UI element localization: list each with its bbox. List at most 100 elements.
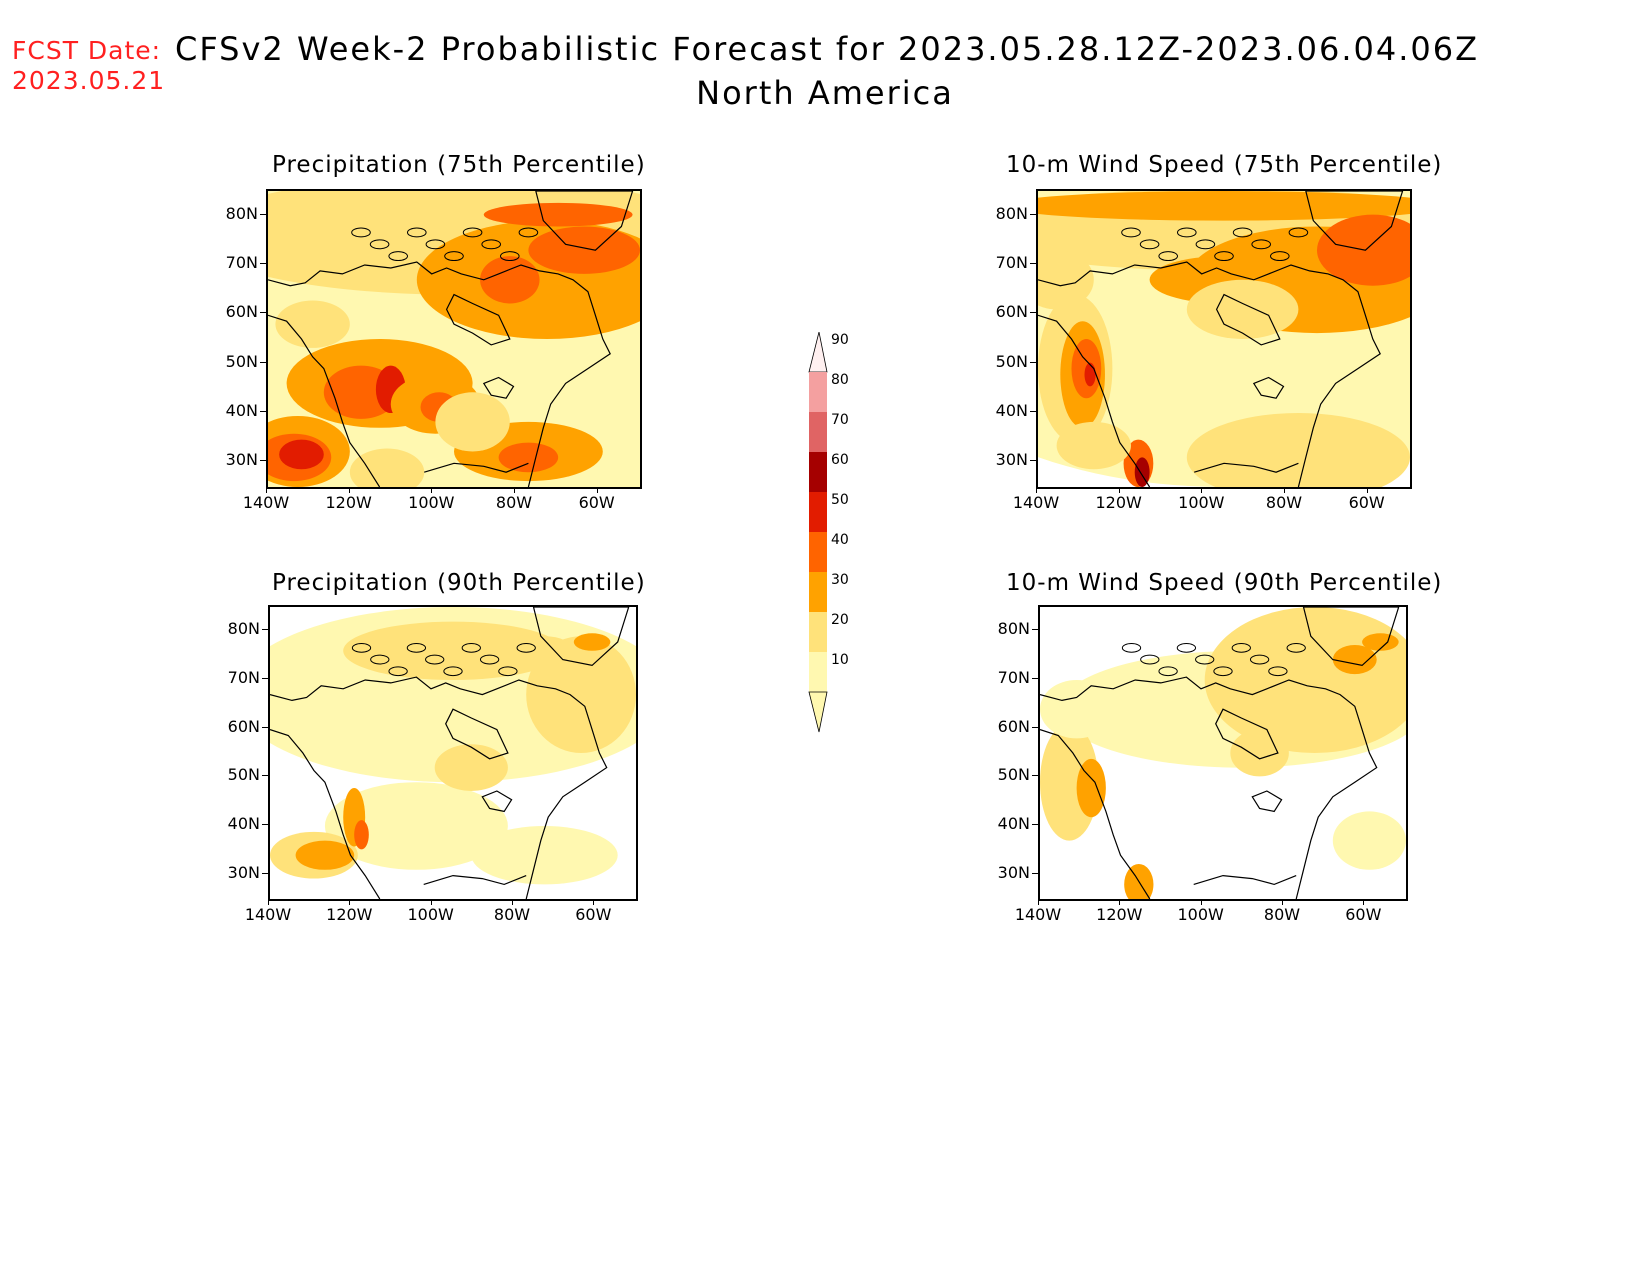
lon-tick [514,487,515,493]
lat-label: 50N [997,765,1030,785]
lat-label: 50N [227,765,260,785]
arctic-island [1177,227,1197,238]
lat-label: 70N [995,253,1028,272]
lat-tick [262,678,268,679]
arctic-island [1232,227,1253,238]
panel-title-wind-90: 10-m Wind Speed (90th Percentile) [1006,570,1443,596]
lon-label: 120W [325,493,372,512]
coastline [482,376,515,399]
lat-tick [260,361,266,363]
lat-tick [262,775,268,777]
coastline [1252,376,1285,399]
arctic-island [1121,227,1141,238]
arctic-island [1140,654,1160,665]
colorbar-label: 70 [831,412,849,428]
probability-contour [1332,644,1377,675]
coastline [1215,708,1279,760]
lat-label: 80N [227,619,260,639]
coastline [1040,729,1151,899]
lon-label: 80W [495,493,533,512]
lon-tick [430,899,432,905]
lat-label: 50N [995,351,1028,371]
arctic-island [351,643,372,653]
coastline-greenland [1305,191,1404,251]
arctic-island [516,643,536,653]
probability-contour [1084,362,1096,387]
arctic-island [406,643,427,653]
arctic-island [1251,239,1271,250]
colorbar-label: 90 [831,332,849,348]
lat-tick [1030,263,1036,264]
lat-label: 40N [995,401,1028,420]
lat-tick [260,411,266,412]
lat-tick [262,629,268,631]
lon-label: 60W [578,493,615,512]
lat-tick [1030,411,1036,412]
lon-tick [431,487,433,493]
lat-tick [260,263,266,264]
arctic-island [1249,654,1270,665]
lon-label: 80W [1263,905,1301,924]
lon-label: 120W [1095,493,1142,512]
colorbar-bin [809,372,827,412]
colorbar-label: 10 [831,652,849,668]
probability-contour [1038,250,1094,310]
arctic-island [1286,643,1306,653]
arctic-island [1158,666,1178,677]
lon-tick [268,899,269,905]
lat-label: 30N [227,862,260,882]
probability-contour [528,226,640,274]
lat-label: 40N [997,814,1030,833]
colorbar-label: 20 [831,612,849,628]
coastline [270,676,608,899]
coastline [268,314,381,487]
coastline [1193,874,1297,886]
lat-label: 60N [225,302,258,322]
map-precip-90 [268,605,638,901]
lon-label: 60W [1345,905,1382,924]
lat-label: 50N [225,351,258,371]
lat-tick [1030,460,1036,462]
arctic-island [1176,643,1197,653]
probability-contour [480,256,540,304]
map-wind-75 [1036,189,1412,489]
coastline [268,261,611,487]
lat-label: 80N [225,203,258,223]
lat-label: 40N [225,401,258,420]
lon-tick [1038,899,1039,905]
arctic-island [1158,251,1178,262]
coastline [445,708,509,760]
arctic-island [425,239,446,250]
coastline [270,729,381,899]
probability-contour [498,442,559,473]
lon-tick [1118,487,1120,493]
arctic-island [1270,251,1290,262]
lon-label: 140W [1012,493,1060,512]
arctic-island [1195,654,1215,665]
lat-tick [1032,824,1038,825]
lon-tick [1366,487,1368,493]
lat-tick [1032,872,1038,874]
coastline [1251,790,1283,813]
lat-tick [1030,213,1036,215]
probability-contour [1332,811,1406,870]
lat-label: 70N [227,668,260,687]
coastline-greenland [1302,607,1400,667]
arctic-island [370,654,390,665]
lon-label: 140W [1014,905,1062,924]
coastline [1040,676,1378,899]
lon-tick [266,487,267,493]
probability-contour [483,202,633,227]
arctic-island [461,643,481,653]
arctic-island [351,227,371,238]
map-canvas [268,191,640,487]
coastline [481,790,513,813]
coastline [424,462,529,473]
colorbar-bin [809,572,827,612]
lon-label: 140W [242,493,290,512]
coastline-greenland [535,191,634,251]
main-title-line1: CFSv2 Week-2 Probabilistic Forecast for … [174,30,1480,68]
probability-contour [1204,607,1406,753]
coastline [1215,293,1281,346]
lat-tick [1032,678,1038,679]
